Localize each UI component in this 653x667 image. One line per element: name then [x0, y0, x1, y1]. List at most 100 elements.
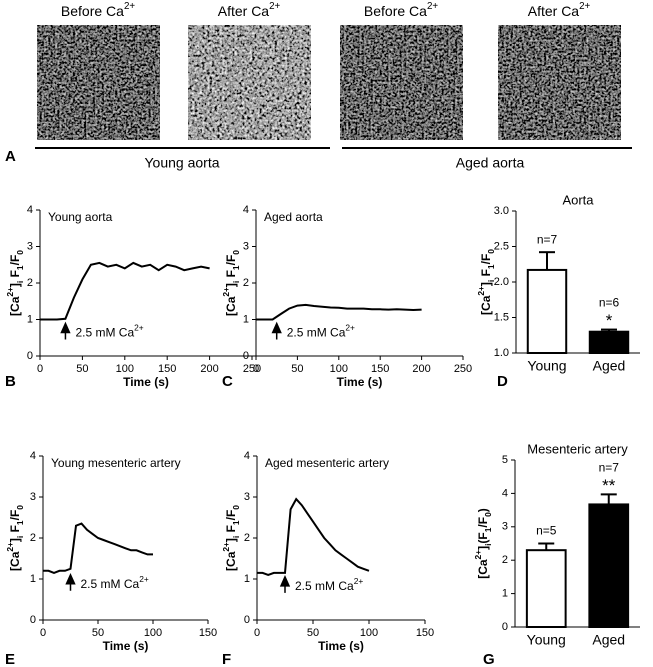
y-tick-label: 3: [244, 491, 250, 503]
annotation-text-part: 2.5 mM Ca: [287, 326, 346, 340]
y-tick-label: 5: [502, 454, 508, 466]
panel-letter: C: [222, 373, 233, 390]
x-tick-label: 100: [144, 627, 162, 639]
y-tick-label: 1.0: [494, 347, 509, 359]
y-tick-label: 4: [244, 450, 250, 462]
trace: [40, 261, 210, 321]
y-tick-label: 4: [30, 450, 36, 462]
y-axis-label-part: [Ca: [476, 559, 490, 579]
image-title-part: 2+: [269, 1, 280, 12]
x-tick-label: 150: [199, 627, 217, 639]
panel-letter: G: [483, 651, 495, 667]
image-title-part: Before Ca: [61, 3, 124, 19]
y-axis-label-part: ]: [224, 538, 238, 542]
micrograph: [340, 25, 463, 140]
y-tick-label: 3.0: [494, 205, 509, 217]
n-label: n=6: [599, 296, 620, 310]
y-axis-label-part: i: [231, 281, 241, 283]
y-tick-label: 1: [27, 313, 33, 325]
image-title: Before Ca2+: [61, 1, 135, 19]
n-label: n=7: [537, 232, 558, 246]
y-axis-label-part: i: [231, 536, 241, 538]
image-title: After Ca2+: [218, 1, 281, 19]
y-axis-label-part: 0: [15, 250, 25, 255]
y-axis-label-part: 0: [231, 250, 241, 255]
x-tick-label: 150: [158, 363, 176, 375]
x-tick-label: 100: [360, 627, 378, 639]
y-axis-label-part: ]: [224, 283, 238, 287]
y-axis-label-part: ]: [476, 546, 490, 550]
chart-title: Aged aorta: [264, 210, 323, 224]
x-tick-label: Aged: [593, 358, 626, 374]
x-tick-label: 0: [37, 363, 43, 375]
annotation-text: 2.5 mM Ca2+: [287, 323, 355, 340]
y-tick-label: 2: [244, 532, 250, 544]
x-tick-label: Young: [527, 358, 566, 374]
annotation-arrow: [60, 321, 71, 340]
image-title: After Ca2+: [528, 1, 591, 19]
x-tick-label: 100: [330, 363, 348, 375]
y-tick-label: 2: [502, 554, 508, 566]
y-axis-label-part: [Ca: [479, 295, 493, 315]
annotation-text: 2.5 mM Ca2+: [295, 576, 363, 593]
n-label: n=7: [599, 461, 620, 475]
y-axis-label-part: 0: [231, 505, 241, 510]
y-axis-label-part: [Ca: [8, 551, 22, 571]
x-tick-label: 250: [454, 363, 472, 375]
y-axis-label-part: 2+: [473, 550, 483, 560]
chart-title: Young mesenteric artery: [51, 456, 181, 470]
annotation-text-part: 2.5 mM Ca: [81, 577, 140, 591]
y-tick-label: 3: [502, 521, 508, 533]
group-label: Young aorta: [145, 155, 220, 171]
y-tick-label: 1: [30, 573, 36, 585]
chart-title: Aorta: [562, 192, 594, 207]
y-tick-label: 4: [27, 204, 33, 216]
y-axis-label-part: (F: [476, 532, 490, 543]
x-axis-label: Time (s): [337, 375, 383, 389]
y-axis-label-part: 2+: [221, 287, 231, 297]
image-title-part: After Ca: [528, 3, 580, 19]
y-axis-label: [Ca2+]i F1/F0: [221, 505, 241, 571]
y-tick-label: 1: [502, 588, 508, 600]
x-tick-label: Young: [527, 632, 566, 648]
y-tick-label: 4: [502, 487, 508, 499]
trace: [257, 497, 370, 576]
n-label: n=5: [536, 524, 557, 538]
y-axis-label-part: /F: [8, 510, 22, 521]
image-title-part: 2+: [579, 1, 590, 12]
y-axis-label-part: /F: [8, 255, 22, 266]
x-tick-label: 50: [76, 363, 88, 375]
y-axis-label-part: ]: [479, 282, 493, 286]
y-tick-label: 0: [243, 350, 249, 362]
panel-letter: B: [5, 373, 16, 390]
x-tick-label: Aged: [592, 632, 625, 648]
annotation-text-part: 2+: [354, 576, 364, 586]
micrograph: [37, 25, 160, 140]
image-title-part: After Ca: [218, 3, 270, 19]
bar: [588, 503, 630, 628]
y-tick-label: 2.0: [494, 276, 509, 288]
y-tick-label: 3: [30, 491, 36, 503]
y-axis-label-part: 2+: [476, 286, 486, 296]
panel-letter: F: [222, 651, 231, 667]
y-axis-label: [Ca2+]i F1/F0: [5, 250, 25, 316]
annotation-text-part: 2+: [139, 574, 149, 584]
y-axis-label-part: 1: [231, 520, 241, 525]
y-axis-label-part: 0: [483, 512, 493, 517]
x-tick-label: 200: [200, 363, 218, 375]
y-tick-label: 0: [30, 614, 36, 626]
annotation-text: 2.5 mM Ca2+: [81, 574, 149, 591]
y-axis-label-part: ]: [8, 283, 22, 287]
y-axis-label-part: 2+: [5, 542, 15, 552]
image-title-part: 2+: [427, 1, 438, 12]
annotation-text: 2.5 mM Ca2+: [75, 323, 143, 340]
y-axis-label: [Ca2+]i F1/F0: [476, 249, 496, 315]
panel-letter: D: [497, 373, 508, 390]
y-tick-label: 1: [243, 313, 249, 325]
annotation-text-part: 2+: [134, 323, 144, 333]
y-axis-label-part: i: [15, 536, 25, 538]
y-axis-label-part: /F: [476, 517, 490, 528]
y-tick-label: 3: [243, 240, 249, 252]
y-axis-label-part: [Ca: [8, 296, 22, 316]
x-tick-label: 150: [416, 627, 434, 639]
